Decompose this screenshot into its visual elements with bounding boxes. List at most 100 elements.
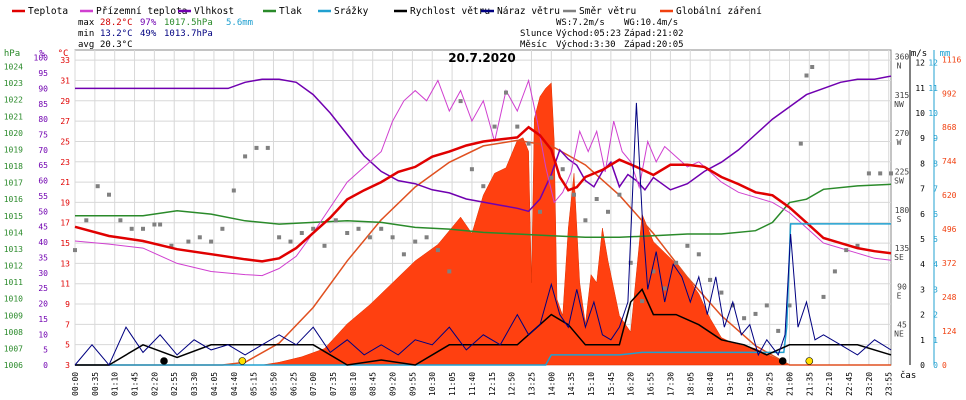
wind-direction-point — [481, 184, 486, 189]
x-tick: 15:10 — [587, 372, 596, 396]
wind-direction-point — [158, 222, 163, 227]
x-tick: 18:05 — [686, 372, 695, 396]
wind-direction-point — [787, 303, 792, 308]
wind-direction-point — [265, 145, 270, 150]
stat-max-label: max — [78, 18, 95, 28]
x-tick: 14:35 — [567, 372, 576, 396]
wind-direction-point — [866, 171, 871, 176]
x-tick: 09:55 — [408, 372, 417, 396]
radiation-tick: 744 — [942, 157, 957, 166]
radiation-tick: 620 — [942, 191, 957, 200]
wind-direction-point — [606, 209, 610, 214]
hpa-tick: 1007 — [4, 344, 23, 353]
wind-tick: 11 — [915, 84, 925, 93]
x-tick: 21:35 — [805, 372, 814, 396]
wind-direction-point — [322, 243, 327, 248]
x-tick: 13:25 — [527, 372, 536, 396]
wind-direction-point — [118, 218, 123, 223]
legend-label: Rychlost větru — [410, 6, 490, 17]
direction-compass: W — [897, 138, 902, 147]
direction-tick: 315 — [895, 91, 910, 100]
wind-direction-point — [197, 235, 202, 240]
rain-tick: 0 — [933, 361, 938, 370]
wind-direction-point — [832, 269, 837, 274]
x-tick: 03:30 — [190, 372, 199, 396]
percent-tick: 40 — [38, 238, 48, 247]
wind-direction-point — [662, 286, 667, 291]
wind-direction-point — [538, 209, 542, 214]
hpa-tick: 1019 — [4, 145, 23, 154]
hpa-tick: 1011 — [4, 278, 23, 287]
hpa-tick: 1014 — [4, 228, 23, 237]
x-tick: 12:50 — [508, 372, 517, 396]
percent-tick: 65 — [38, 161, 48, 170]
wind-direction-point — [855, 243, 860, 248]
celsius-tick: 7 — [65, 320, 70, 329]
direction-compass: E — [897, 291, 902, 300]
stat-min-label: min — [78, 29, 94, 39]
wind-direction-point — [333, 218, 338, 223]
wind-direction-point — [141, 226, 145, 231]
wind-direction-point — [243, 154, 248, 159]
direction-compass: SW — [894, 176, 904, 185]
legend: Teplota Přízemní teplota Vlhkost Tlak Srážky… — [12, 6, 762, 17]
hpa-tick: 1020 — [4, 129, 23, 138]
stat-min-hum: 49% — [140, 29, 157, 39]
wind-tick: 9 — [920, 134, 925, 143]
clear-sky-radiation-line — [75, 139, 891, 366]
stat-min-temp: 13.2°C — [100, 29, 133, 39]
x-tick: 22:45 — [845, 372, 854, 396]
wind-direction-point — [492, 124, 497, 129]
direction-tick: 225 — [895, 167, 910, 176]
wind-direction-point — [594, 197, 599, 201]
x-tick: 14:00 — [547, 372, 556, 396]
wind-direction-point — [356, 226, 361, 231]
wind-direction-point — [685, 243, 690, 248]
wind-gust-line — [74, 102, 892, 366]
x-tick: 04:05 — [210, 372, 219, 396]
wind-direction-point — [220, 226, 225, 231]
wind-tick: 4 — [920, 260, 925, 269]
wind-tick: 5 — [920, 235, 925, 244]
celsius-tick: 31 — [60, 76, 70, 85]
x-tick: 23:55 — [885, 372, 894, 396]
sun-moon-marker — [805, 357, 814, 365]
percent-tick: 90 — [38, 84, 48, 93]
radiation-tick: 1116 — [942, 55, 961, 64]
x-tick: 06:25 — [289, 372, 298, 396]
x-tick: 11:40 — [468, 372, 477, 396]
wind-direction-point — [696, 252, 701, 257]
wind-tick: 12 — [915, 59, 925, 68]
moonrise: Východ:3:30 — [556, 40, 616, 50]
chart-title: 20.7.2020 — [448, 51, 516, 65]
x-tick: 05:15 — [250, 372, 259, 396]
celsius-unit: °C — [58, 49, 69, 59]
direction-compass: NE — [894, 330, 904, 339]
sun-moon-marker — [160, 357, 168, 365]
hpa-tick: 1023 — [4, 79, 23, 88]
rain-tick: 2 — [933, 311, 938, 320]
wind-direction-point — [821, 294, 826, 299]
percent-tick: 60 — [38, 177, 48, 186]
rain-tick: 1 — [933, 336, 938, 345]
rain-tick: 12 — [928, 59, 938, 68]
x-tick: 23:20 — [865, 372, 874, 396]
celsius-tick: 13 — [60, 259, 70, 268]
x-tick: 09:20 — [389, 372, 398, 396]
radiation-tick: 868 — [942, 123, 957, 132]
wind-direction-point — [401, 252, 406, 257]
wind-direction-point — [95, 184, 100, 189]
x-tick: 07:35 — [329, 372, 338, 396]
moonset: Západ:20:05 — [624, 40, 684, 50]
celsius-tick: 27 — [60, 117, 70, 126]
percent-tick: 0 — [43, 361, 48, 370]
wind-speed-line — [75, 288, 892, 366]
celsius-tick: 29 — [60, 97, 70, 106]
x-tick: 02:20 — [150, 372, 159, 396]
humidity-line — [75, 75, 892, 213]
direction-compass: NW — [894, 100, 904, 109]
celsius-tick: 19 — [60, 198, 70, 207]
radiation-tick: 496 — [942, 225, 957, 234]
wind-direction-point — [152, 222, 157, 227]
wind-direction-point — [776, 328, 781, 333]
